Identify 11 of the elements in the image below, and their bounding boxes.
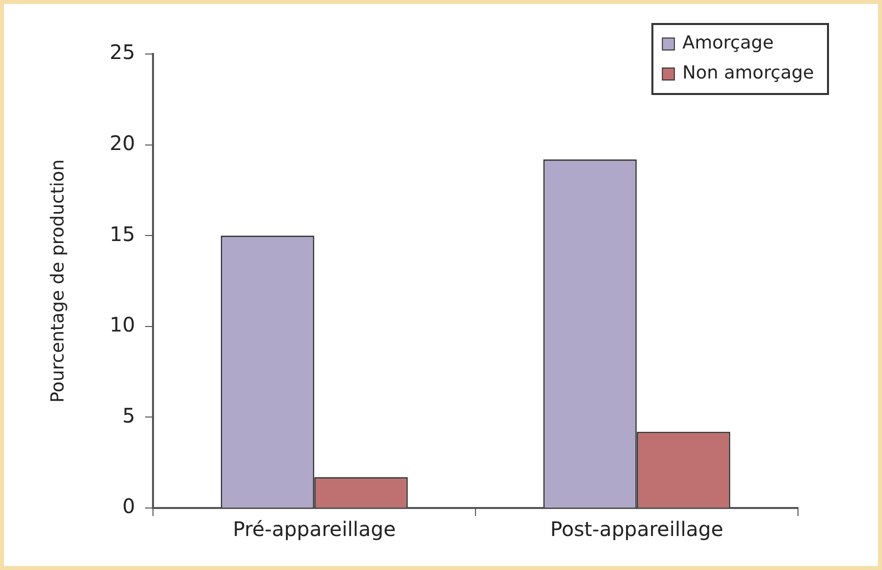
y-tick-label: 15 [110, 222, 136, 246]
legend-label: Amorçage [682, 32, 774, 54]
y-tick-label: 5 [122, 403, 136, 428]
y-tick-label: 20 [110, 131, 136, 156]
y-axis-title: Pourcentage de production [47, 159, 68, 403]
legend-label: Non amorçage [682, 62, 814, 84]
x-tick-label: Pré-appareillage [232, 517, 396, 542]
y-tick-label: 0 [122, 494, 136, 518]
y-tick-label: 10 [110, 312, 136, 337]
y-tick-label: 25 [110, 40, 136, 64]
x-tick-label: Post-appareillage [550, 517, 724, 542]
